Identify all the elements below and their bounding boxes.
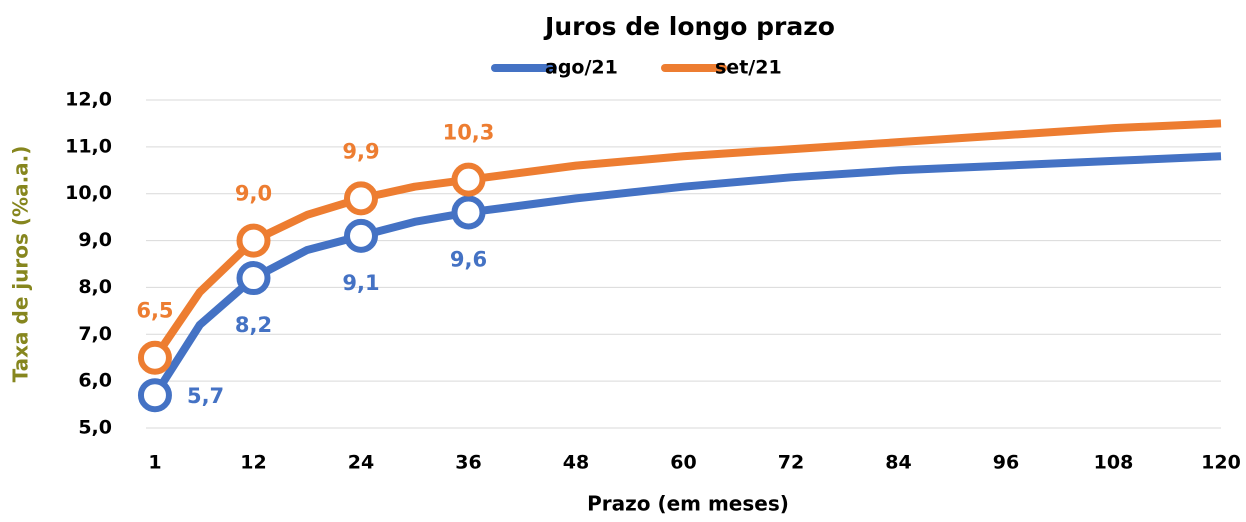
x-tick-label: 108 (1094, 452, 1134, 474)
x-tick-label: 72 (778, 452, 804, 474)
data-label: 5,7 (187, 384, 224, 408)
marker (137, 378, 172, 413)
x-tick-label: 24 (348, 452, 374, 474)
x-tick-label: 1 (148, 452, 161, 474)
x-tick-label: 120 (1201, 452, 1241, 474)
y-tick-label: 10,0 (65, 182, 112, 204)
data-label: 9,6 (450, 247, 487, 271)
marker (344, 181, 378, 216)
marker (236, 223, 271, 258)
y-tick-label: 9,0 (78, 229, 112, 251)
series-line (151, 152, 1222, 398)
x-tick-label: 60 (670, 452, 696, 474)
data-label: 6,5 (136, 299, 173, 323)
data-label: 9,1 (342, 271, 379, 295)
legend-label: ago/21 (545, 57, 618, 79)
data-label: 9,9 (342, 139, 379, 163)
y-tick-label: 11,0 (65, 135, 112, 157)
y-axis-label: Taxa de juros (%a.a.) (9, 146, 33, 383)
y-tick-label: 7,0 (78, 323, 112, 345)
y-tick-label: 6,0 (78, 370, 112, 392)
marker (137, 340, 172, 375)
x-tick-label: 84 (885, 452, 911, 474)
y-tick-label: 12,0 (65, 89, 112, 111)
x-tick-label: 96 (993, 452, 1019, 474)
y-tick-label: 8,0 (78, 276, 112, 298)
x-tick-label: 36 (455, 452, 481, 474)
chart-title: Juros de longo prazo (543, 12, 835, 41)
marker (344, 218, 378, 253)
x-axis-label: Prazo (em meses) (587, 492, 789, 516)
data-label: 8,2 (235, 313, 272, 337)
marker (451, 195, 486, 230)
data-label: 9,0 (235, 182, 272, 206)
data-label: 10,3 (443, 121, 495, 145)
x-tick-label: 12 (240, 452, 266, 474)
marker (236, 261, 271, 296)
x-tick-label: 48 (563, 452, 589, 474)
marker (451, 162, 486, 197)
legend-label: set/21 (715, 57, 782, 79)
y-tick-label: 5,0 (78, 417, 112, 439)
